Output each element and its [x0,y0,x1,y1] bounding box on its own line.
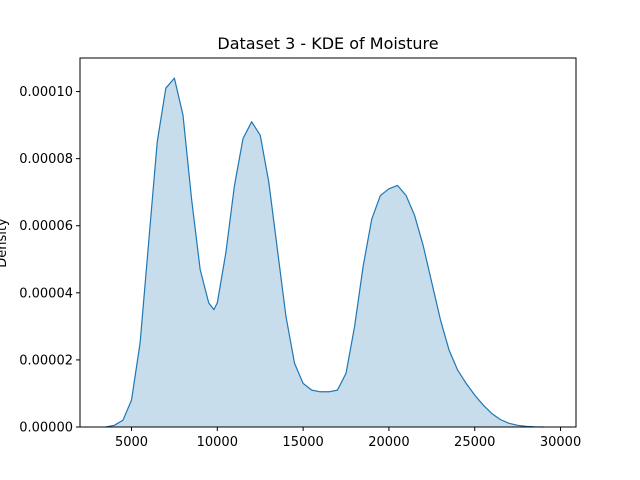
y-tick-label: 0.00006 [19,219,73,234]
x-tick-label: 10000 [197,435,238,450]
y-axis-ticks: 0.00000 0.00002 0.00004 0.00006 0.00008 0.000… [19,85,80,436]
y-axis-label: Density [0,218,10,268]
x-tick-label: 5000 [115,435,148,450]
kde-fill-area [105,78,544,427]
chart-title: Dataset 3 - KDE of Moisture [217,34,438,53]
y-tick-label: 0.00000 [19,421,73,436]
axes-frame [79,57,577,428]
x-axis-ticks: 5000 10000 15000 20000 25000 30000 [115,427,581,450]
x-tick-label: 25000 [454,435,495,450]
plot-area [105,77,544,428]
kde-density-line [105,77,544,428]
y-tick-label: 0.00010 [19,85,73,100]
x-tick-label: 15000 [282,435,323,450]
y-tick-label: 0.00002 [19,353,73,368]
x-tick-label: 30000 [540,435,581,450]
y-tick-label: 0.00008 [19,152,73,167]
x-tick-label: 20000 [368,435,409,450]
y-tick-label: 0.00004 [19,286,73,301]
